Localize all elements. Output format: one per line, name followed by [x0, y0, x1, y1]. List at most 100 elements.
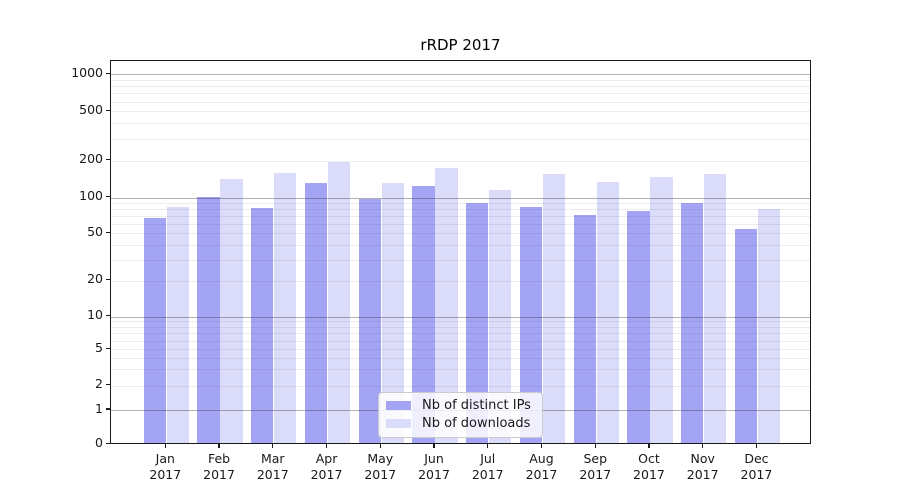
major-gridline: [111, 197, 810, 199]
major-gridline: [111, 316, 810, 318]
bar-downloads: [220, 179, 243, 443]
minor-gridline: [111, 259, 810, 261]
minor-gridline: [111, 209, 810, 211]
minor-gridline: [111, 216, 810, 218]
y-tick-label: 500: [79, 101, 103, 117]
major-gridline: [111, 74, 810, 76]
bar-downloads: [596, 181, 619, 443]
y-tick-mark: [106, 109, 110, 112]
x-tick-mark: [218, 444, 220, 448]
x-tick-label: Jan 2017: [149, 451, 182, 482]
x-tick-label: Jun 2017: [418, 451, 450, 482]
minor-gridline: [111, 160, 810, 162]
y-tick-label: 100: [79, 188, 103, 204]
y-tick-mark: [106, 72, 110, 74]
minor-gridline: [111, 358, 810, 360]
x-tick-mark: [272, 444, 274, 448]
bar-downloads: [327, 162, 351, 443]
x-tick-label: Oct 2017: [633, 451, 665, 482]
bar-distinct-ips: [358, 199, 381, 443]
minor-gridline: [111, 79, 810, 81]
y-tick-label: 10: [87, 307, 103, 322]
bar-downloads: [166, 206, 189, 443]
chart-title: rRDP 2017: [420, 36, 501, 54]
x-tick-label: Jul 2017: [471, 451, 504, 482]
y-tick-label: 2: [95, 376, 103, 391]
bar-distinct-ips: [197, 197, 220, 443]
x-tick-mark: [325, 444, 328, 448]
y-tick-mark: [106, 231, 110, 234]
y-tick-label: 200: [79, 151, 103, 167]
bar-downloads: [489, 189, 512, 443]
bar-distinct-ips: [734, 229, 758, 443]
y-tick-mark: [106, 347, 110, 349]
y-tick-label: 50: [87, 223, 103, 239]
bar-distinct-ips: [251, 207, 274, 443]
legend-swatch-downloads: [386, 418, 411, 429]
x-tick-label: Aug 2017: [525, 451, 558, 482]
bar-downloads: [381, 182, 404, 443]
x-tick-label: May 2017: [364, 451, 397, 482]
x-tick-mark: [540, 444, 543, 448]
minor-gridline: [111, 349, 810, 351]
y-tick-label: 5: [95, 339, 103, 355]
bar-downloads: [757, 209, 781, 443]
y-tick-label: 0: [95, 435, 103, 450]
bar-distinct-ips: [573, 214, 596, 443]
bar-downloads: [274, 172, 297, 443]
minor-gridline: [111, 385, 810, 387]
legend-swatch-distinct-ips: [386, 400, 411, 411]
x-tick-mark: [648, 444, 650, 448]
x-tick-label: Nov 2017: [686, 451, 719, 482]
y-tick-label: 20: [87, 271, 103, 287]
bar-downloads: [435, 168, 458, 443]
minor-gridline: [111, 203, 810, 205]
x-tick-mark: [702, 444, 704, 448]
bar-downloads: [704, 173, 727, 443]
bar-downloads: [542, 174, 566, 443]
minor-gridline: [111, 93, 810, 95]
bar-distinct-ips: [412, 185, 435, 443]
x-tick-mark: [755, 444, 758, 448]
y-tick-mark: [106, 196, 110, 198]
bar-distinct-ips: [627, 210, 650, 443]
legend: Nb of distinct IPs Nb of downloads: [378, 392, 543, 438]
minor-gridline: [111, 333, 810, 335]
x-tick-label: Dec 2017: [740, 451, 773, 482]
x-tick-mark: [164, 444, 166, 448]
bar-distinct-ips: [519, 206, 543, 443]
y-tick-mark: [106, 158, 110, 161]
bar-distinct-ips: [304, 183, 328, 443]
x-tick-mark: [433, 444, 435, 448]
minor-gridline: [111, 340, 810, 342]
minor-gridline: [111, 233, 810, 235]
y-tick-mark: [106, 279, 110, 281]
bar-distinct-ips: [143, 218, 166, 443]
minor-gridline: [111, 86, 810, 88]
x-tick-mark: [487, 444, 489, 448]
x-tick-label: Mar 2017: [256, 451, 289, 482]
minor-gridline: [111, 101, 810, 103]
y-tick-label: 1: [95, 400, 103, 416]
legend-label-distinct-ips: Nb of distinct IPs: [422, 398, 531, 413]
y-tick-mark: [106, 383, 110, 386]
minor-gridline: [111, 123, 810, 125]
minor-gridline: [111, 321, 810, 323]
minor-gridline: [111, 327, 810, 329]
x-tick-mark: [379, 444, 381, 448]
minor-gridline: [111, 280, 810, 282]
y-tick-mark: [106, 314, 110, 317]
y-tick-mark: [106, 408, 110, 410]
x-tick-label: Sep 2017: [579, 451, 612, 482]
minor-gridline: [111, 224, 810, 226]
x-tick-label: Apr 2017: [310, 451, 343, 482]
minor-gridline: [111, 244, 810, 246]
plot-area: [110, 60, 811, 444]
x-tick-mark: [594, 444, 596, 448]
legend-entry-downloads: Nb of downloads: [386, 416, 531, 431]
x-tick-label: Feb 2017: [203, 451, 235, 482]
y-tick-mark: [106, 442, 110, 445]
bar-distinct-ips: [681, 202, 704, 443]
bar-downloads: [650, 176, 673, 443]
